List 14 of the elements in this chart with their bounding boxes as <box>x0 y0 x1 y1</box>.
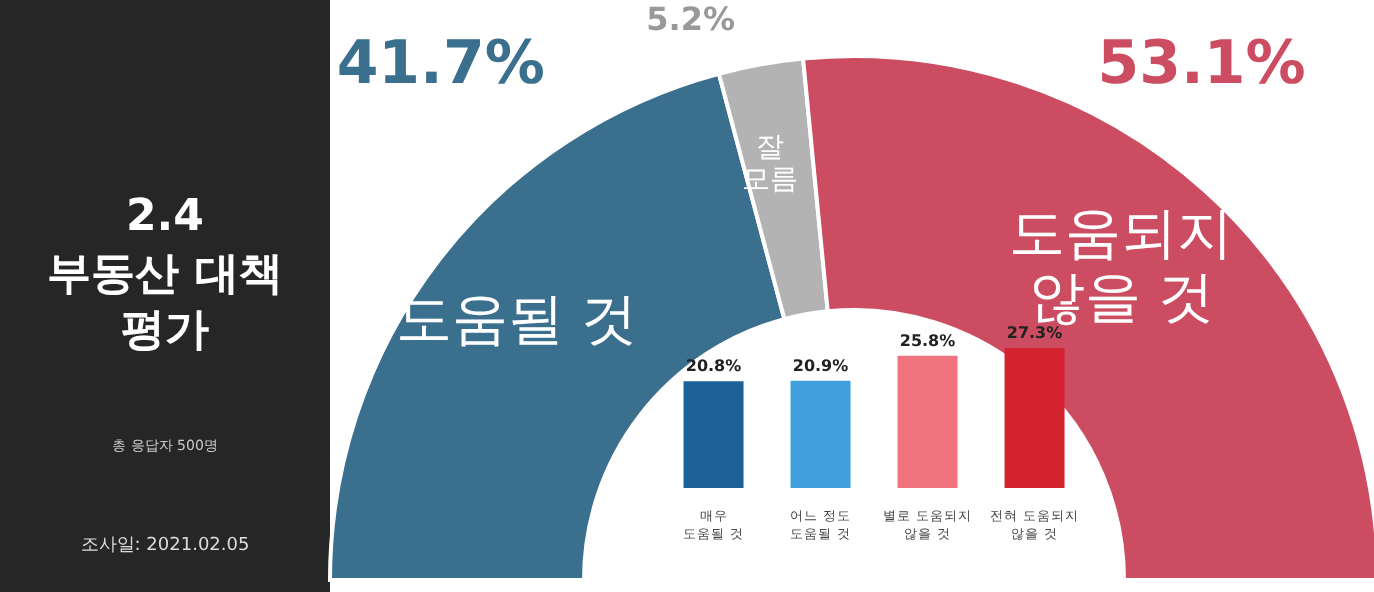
data-label: 41.7% <box>336 28 545 99</box>
data-label: 25.8% <box>899 331 956 350</box>
bar <box>1004 348 1065 488</box>
bar <box>790 380 851 488</box>
text: 조사일: 2021.02.05 <box>78 534 252 558</box>
bar <box>897 355 958 488</box>
text: 2.4 부동산 대책 평가 <box>45 190 285 361</box>
bar <box>683 381 744 488</box>
data-label: 53.1% <box>1097 28 1306 99</box>
data-label: 20.8% <box>685 357 742 376</box>
data-label: 27.3% <box>1006 324 1063 342</box>
slice-label: 도움될 것 <box>395 285 638 352</box>
data-label: 5.2% <box>646 0 736 38</box>
data-label: 20.9% <box>792 356 849 375</box>
